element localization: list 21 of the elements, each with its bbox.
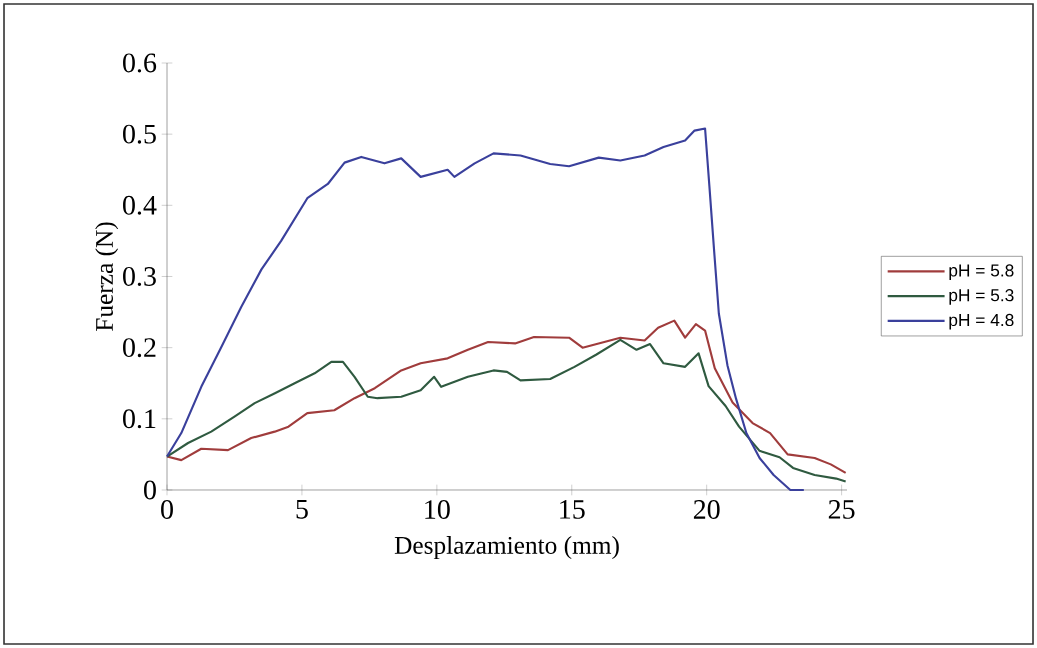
y-axis-title: Fuerza (N) — [95, 222, 119, 331]
x-tick-label: 20 — [693, 500, 720, 519]
x-axis-title: Desplazamiento (mm) — [394, 536, 619, 560]
y-tick-label: 0.2 — [123, 338, 156, 358]
legend-label: pH = 4.8 — [949, 313, 1014, 330]
y-tick-label: 0.4 — [123, 195, 157, 215]
x-tick-label: 25 — [828, 500, 855, 519]
y-tick-label: 0.6 — [123, 53, 157, 73]
x-tick-label: 0 — [161, 500, 173, 519]
x-tick-label: 15 — [560, 500, 585, 519]
y-tick-label: 0.3 — [123, 266, 156, 286]
line-series — [165, 127, 805, 492]
legend-label: pH = 5.3 — [949, 289, 1014, 305]
legend-label: pH = 5.8 — [949, 264, 1014, 281]
y-tick-label: 0.1 — [123, 409, 156, 429]
x-tick-label: 10 — [425, 500, 450, 519]
y-tick-label: 0 — [144, 480, 156, 500]
line-series — [165, 338, 847, 483]
line-series — [165, 319, 847, 474]
y-tick-label: 0.5 — [123, 124, 156, 144]
x-tick-label: 5 — [296, 500, 308, 519]
